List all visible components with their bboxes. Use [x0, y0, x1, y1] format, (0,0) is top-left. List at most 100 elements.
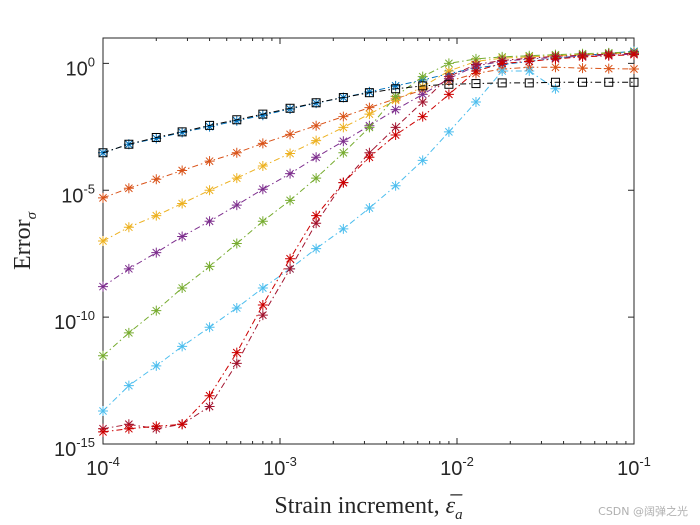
- point-s9-7: [285, 103, 295, 113]
- point-s1-10: [364, 86, 375, 97]
- point-s9-0: [98, 148, 108, 158]
- point-s4-11: [390, 104, 401, 115]
- point-s7-8: [311, 218, 322, 229]
- point-s1-3: [177, 127, 188, 138]
- point-s4-4: [204, 216, 215, 227]
- series-s9: [98, 77, 639, 158]
- point-s5-1: [123, 327, 134, 338]
- series-line-s2: [102, 66, 635, 199]
- point-s5-5: [231, 238, 242, 249]
- point-s2-10: [364, 102, 375, 113]
- point-s8-20: [629, 49, 639, 60]
- x-axis-label: Strain increment, ε̅a: [274, 493, 463, 523]
- point-s8-9: [338, 177, 349, 188]
- point-s6-6: [257, 283, 268, 294]
- point-s9-3: [177, 127, 187, 137]
- point-s4-1: [123, 263, 134, 274]
- point-s7-11: [390, 122, 401, 133]
- point-s7-12: [417, 97, 428, 108]
- series-s8: [98, 49, 639, 437]
- point-s7-14: [470, 59, 481, 70]
- point-s8-2: [151, 421, 162, 432]
- point-s4-3: [177, 231, 188, 242]
- series-line-s9: [102, 81, 634, 154]
- point-s4-9: [338, 136, 349, 147]
- point-s9-8: [311, 98, 321, 108]
- point-s8-10: [364, 152, 375, 163]
- series-s6: [98, 66, 561, 416]
- point-s5-11: [390, 91, 401, 102]
- point-s9-6: [258, 109, 268, 119]
- series-layer: [98, 46, 639, 437]
- point-s5-9: [338, 147, 349, 158]
- point-s8-7: [285, 253, 296, 264]
- point-s6-12: [417, 155, 428, 166]
- point-s6-8: [311, 243, 322, 254]
- point-s5-13: [443, 58, 454, 69]
- point-s2-6: [257, 138, 268, 149]
- point-s1-7: [285, 103, 296, 114]
- point-s1-2: [151, 133, 162, 144]
- point-s6-17: [550, 83, 561, 94]
- y-tick-label-2: 10-10: [54, 308, 95, 334]
- point-s6-2: [151, 360, 162, 371]
- point-s8-5: [231, 347, 242, 358]
- point-s9-4: [205, 120, 215, 130]
- point-s6-10: [364, 202, 375, 213]
- point-s6-13: [443, 126, 454, 137]
- series-line-s7: [102, 52, 635, 430]
- point-s4-6: [257, 184, 268, 195]
- point-s2-2: [151, 174, 162, 185]
- point-s4-2: [151, 247, 162, 258]
- point-s9-17: [550, 77, 560, 87]
- point-s4-12: [417, 89, 428, 100]
- point-s8-19: [603, 50, 614, 61]
- point-s9-2: [151, 132, 161, 142]
- point-s6-1: [123, 380, 134, 391]
- point-s3-6: [257, 161, 268, 172]
- x-tick-label-2: 10-2: [440, 454, 474, 480]
- point-s9-5: [232, 115, 242, 125]
- point-s2-18: [577, 63, 588, 74]
- point-s3-5: [231, 173, 242, 184]
- x-tick-label-0: 10-4: [86, 454, 120, 480]
- point-s8-17: [550, 53, 561, 64]
- point-s6-14: [470, 97, 481, 108]
- point-s3-2: [151, 210, 162, 221]
- point-s2-9: [338, 111, 349, 122]
- point-s8-3: [177, 419, 188, 430]
- series-line-s3: [102, 52, 635, 242]
- point-s9-19: [604, 77, 614, 87]
- point-s7-5: [231, 358, 242, 369]
- point-s3-1: [123, 222, 134, 233]
- point-s8-14: [470, 66, 481, 77]
- point-s8-0: [98, 426, 108, 437]
- point-s8-8: [311, 210, 322, 221]
- point-s9-11: [391, 84, 401, 94]
- point-s9-10: [364, 88, 374, 98]
- y-axis-label: Errorσ: [10, 211, 40, 270]
- point-s2-4: [204, 156, 215, 167]
- point-s5-10: [364, 122, 375, 133]
- point-s5-14: [470, 53, 481, 64]
- point-s6-0: [98, 405, 108, 416]
- point-s8-4: [204, 390, 215, 401]
- point-s1-5: [231, 115, 242, 126]
- point-s5-8: [311, 173, 322, 184]
- point-s6-4: [204, 322, 215, 333]
- point-s8-15: [497, 58, 508, 69]
- point-s4-8: [311, 152, 322, 163]
- point-s4-5: [231, 200, 242, 211]
- point-s5-3: [177, 283, 188, 294]
- point-s5-4: [204, 261, 215, 272]
- point-s8-13: [443, 89, 454, 100]
- point-s1-4: [204, 121, 215, 132]
- point-s9-20: [629, 77, 639, 87]
- point-s9-13: [444, 79, 454, 89]
- x-tick-label-1: 10-3: [263, 454, 297, 480]
- point-s9-15: [497, 78, 507, 88]
- series-line-s6: [102, 70, 556, 412]
- y-tick-label-3: 10-15: [54, 435, 95, 461]
- point-s4-0: [98, 281, 108, 292]
